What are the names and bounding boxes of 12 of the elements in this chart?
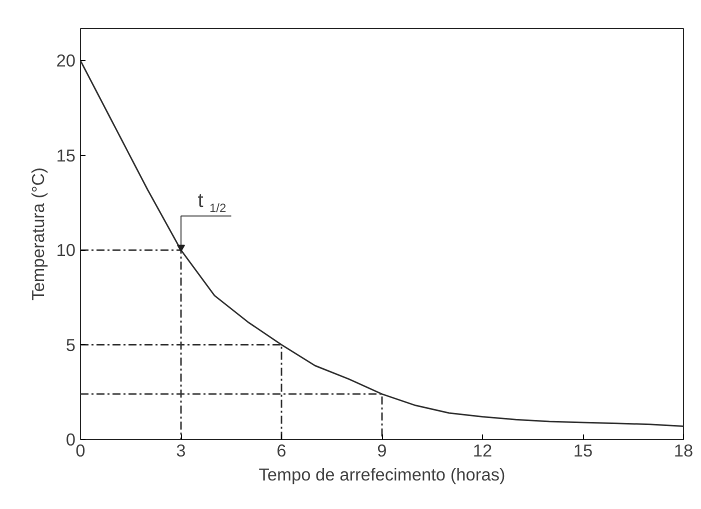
x-tick-label: 6 bbox=[276, 440, 286, 460]
x-tick-label: 9 bbox=[377, 440, 387, 460]
y-tick-label: 15 bbox=[56, 145, 76, 166]
y-tick-label: 5 bbox=[66, 334, 76, 355]
y-axis-title: Temperatura (°C) bbox=[28, 167, 48, 301]
x-tick-label: 18 bbox=[674, 440, 694, 460]
x-tick-label: 12 bbox=[472, 440, 492, 460]
y-tick-label: 10 bbox=[56, 240, 76, 260]
x-tick-label: 15 bbox=[573, 440, 593, 460]
y-tick-label: 20 bbox=[56, 50, 76, 71]
x-axis-title: Tempo de arrefecimento (horas) bbox=[258, 464, 506, 484]
x-tick-label: 3 bbox=[176, 440, 186, 460]
